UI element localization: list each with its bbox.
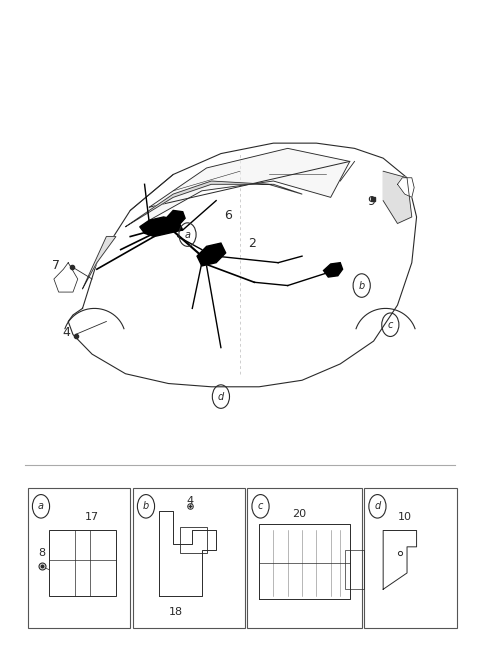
Text: b: b xyxy=(143,501,149,511)
Bar xyxy=(49,531,116,596)
Polygon shape xyxy=(197,243,226,266)
Polygon shape xyxy=(166,211,185,225)
Text: d: d xyxy=(218,392,224,401)
Polygon shape xyxy=(159,511,216,596)
Bar xyxy=(345,550,364,589)
Polygon shape xyxy=(54,262,78,292)
Text: 7: 7 xyxy=(52,258,60,272)
Polygon shape xyxy=(324,262,343,277)
Bar xyxy=(180,527,206,554)
Text: 2: 2 xyxy=(248,237,256,249)
Polygon shape xyxy=(383,531,417,589)
Text: d: d xyxy=(374,501,381,511)
Bar xyxy=(28,488,130,628)
Text: a: a xyxy=(184,230,191,239)
Polygon shape xyxy=(397,178,414,197)
Text: 20: 20 xyxy=(293,509,307,519)
Text: a: a xyxy=(38,501,44,511)
Text: c: c xyxy=(388,319,393,330)
Bar xyxy=(364,488,457,628)
Polygon shape xyxy=(383,171,412,224)
Polygon shape xyxy=(125,181,302,227)
Polygon shape xyxy=(83,237,116,289)
Text: b: b xyxy=(359,281,365,291)
Text: c: c xyxy=(258,501,263,511)
Polygon shape xyxy=(140,217,183,237)
Text: 6: 6 xyxy=(224,209,232,222)
Polygon shape xyxy=(259,524,350,599)
Text: 4: 4 xyxy=(186,496,193,506)
Bar xyxy=(132,488,245,628)
Text: 4: 4 xyxy=(62,326,70,339)
Text: 9: 9 xyxy=(367,195,375,209)
Text: 10: 10 xyxy=(397,512,412,522)
Text: 18: 18 xyxy=(168,607,182,617)
Text: 8: 8 xyxy=(38,548,46,558)
Polygon shape xyxy=(149,148,350,220)
Bar xyxy=(247,488,362,628)
Polygon shape xyxy=(68,143,417,387)
Text: 17: 17 xyxy=(85,512,99,522)
